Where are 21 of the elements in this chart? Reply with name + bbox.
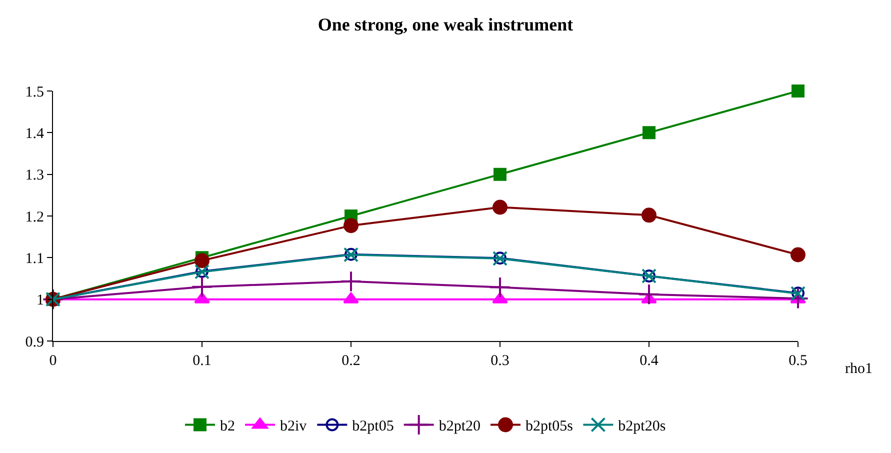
x-tick-label: 0.1 bbox=[192, 353, 212, 369]
y-tick-label: 1.3 bbox=[25, 168, 44, 184]
x-tick-label: 0.5 bbox=[788, 353, 808, 369]
x-tick-label: 0 bbox=[49, 353, 57, 369]
legend-label: b2pt20 bbox=[438, 418, 481, 435]
y-tick-label: 1 bbox=[36, 292, 44, 309]
y-tick-label: 0.9 bbox=[25, 334, 44, 350]
legend-label: b2iv bbox=[280, 418, 308, 435]
x-tick-label: 0.2 bbox=[342, 353, 360, 369]
legend-label: b2pt05 bbox=[352, 418, 394, 435]
legend-label: b2pt05s bbox=[526, 418, 574, 435]
y-tick-label: 1.2 bbox=[25, 209, 44, 226]
legend-label: b2pt20s bbox=[618, 418, 666, 435]
x-tick-label: 0.3 bbox=[490, 353, 510, 369]
legend-label: b2 bbox=[220, 418, 235, 435]
y-tick-label: 1.4 bbox=[25, 126, 44, 142]
y-tick-label: 1.1 bbox=[25, 250, 44, 267]
x-axis-title: rho1 bbox=[845, 361, 872, 377]
y-tick-label: 1.5 bbox=[25, 84, 44, 100]
chart-title: One strong, one weak instrument bbox=[318, 14, 574, 35]
x-tick-label: 0.4 bbox=[640, 353, 659, 369]
